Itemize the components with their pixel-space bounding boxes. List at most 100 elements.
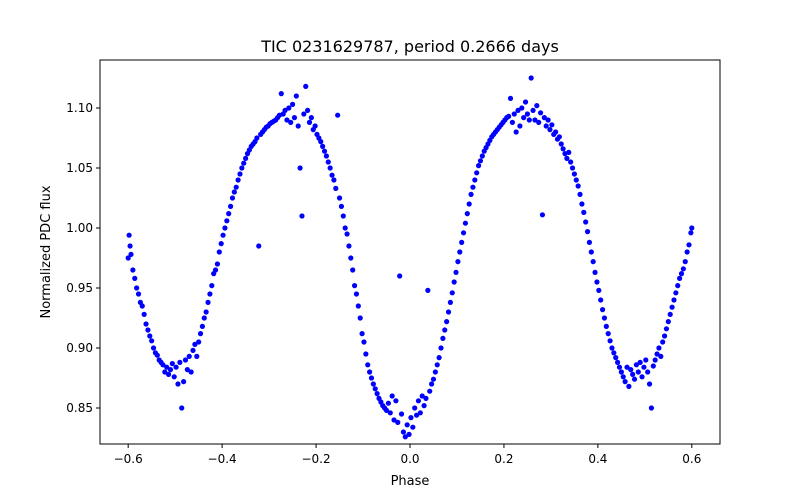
data-point — [327, 165, 333, 171]
data-point — [628, 367, 634, 373]
data-point — [184, 367, 190, 373]
data-point — [673, 290, 679, 296]
data-point — [254, 135, 260, 141]
data-point — [588, 249, 594, 255]
data-point — [357, 315, 363, 321]
data-point — [321, 148, 328, 154]
data-point — [127, 243, 133, 249]
data-point — [453, 269, 459, 275]
data-point — [539, 212, 546, 218]
data-points — [125, 75, 695, 440]
data-point — [615, 359, 621, 365]
data-point — [571, 171, 577, 177]
data-point — [141, 311, 147, 317]
data-point — [412, 405, 418, 411]
data-point — [689, 225, 695, 231]
x-axis-label: Phase — [391, 474, 430, 489]
data-point — [599, 307, 606, 313]
data-point — [678, 271, 685, 277]
data-point — [584, 229, 591, 235]
data-point — [472, 177, 478, 183]
data-point — [590, 259, 596, 265]
data-point — [179, 405, 185, 411]
data-point — [635, 369, 641, 375]
data-point — [537, 110, 544, 116]
data-point — [130, 267, 136, 273]
data-point — [284, 117, 290, 123]
data-point — [209, 283, 215, 289]
data-point — [216, 249, 222, 255]
data-point — [361, 339, 367, 345]
data-point — [620, 374, 626, 380]
data-point — [669, 304, 675, 310]
y-tick-label: 1.10 — [66, 101, 93, 115]
data-point — [573, 177, 579, 183]
data-point — [295, 123, 301, 129]
data-point — [164, 364, 170, 370]
data-point — [466, 201, 472, 207]
data-point — [596, 287, 602, 293]
data-point — [336, 195, 343, 201]
data-point — [235, 177, 241, 183]
data-point — [408, 415, 414, 421]
data-point — [203, 309, 209, 315]
data-point — [344, 231, 350, 237]
data-point — [404, 422, 410, 428]
data-point — [135, 291, 142, 297]
data-point — [297, 165, 303, 171]
data-point — [241, 160, 247, 166]
data-point — [395, 419, 401, 425]
data-point — [534, 103, 540, 109]
data-point — [577, 191, 583, 197]
data-point — [449, 290, 455, 296]
data-point — [519, 105, 525, 111]
data-point — [350, 267, 356, 273]
data-point — [186, 353, 192, 359]
data-point — [348, 255, 354, 261]
data-point — [507, 95, 514, 101]
data-point — [323, 153, 329, 159]
data-point — [363, 351, 369, 357]
data-point — [226, 211, 232, 217]
data-point — [429, 381, 435, 387]
data-point — [165, 371, 172, 377]
data-point — [421, 403, 427, 409]
data-point — [167, 367, 174, 373]
data-point — [299, 213, 305, 219]
data-point — [397, 273, 403, 279]
data-point — [616, 364, 623, 370]
data-point — [444, 319, 450, 325]
data-point — [306, 119, 313, 125]
data-point — [460, 230, 467, 236]
data-point — [543, 123, 549, 129]
data-point — [665, 319, 671, 325]
data-point — [648, 405, 655, 411]
data-point — [594, 279, 600, 285]
data-point — [451, 279, 457, 285]
data-point — [626, 383, 632, 389]
data-point — [457, 249, 463, 255]
data-point — [171, 374, 177, 380]
data-point — [663, 326, 670, 332]
data-point — [419, 393, 425, 399]
data-point — [432, 369, 438, 375]
data-point — [583, 219, 589, 225]
data-point — [335, 112, 341, 118]
data-point — [530, 107, 536, 113]
data-point — [197, 331, 204, 337]
data-point — [359, 331, 365, 337]
data-point — [479, 153, 485, 159]
data-point — [603, 323, 609, 329]
data-point — [169, 361, 175, 367]
data-point — [654, 351, 660, 357]
data-point — [522, 99, 529, 105]
data-point — [338, 203, 345, 209]
data-point — [293, 93, 299, 99]
data-point — [389, 393, 395, 399]
data-point — [145, 327, 151, 333]
data-point — [528, 75, 534, 81]
data-point — [218, 241, 224, 247]
data-point — [134, 285, 140, 291]
data-point — [611, 350, 617, 356]
